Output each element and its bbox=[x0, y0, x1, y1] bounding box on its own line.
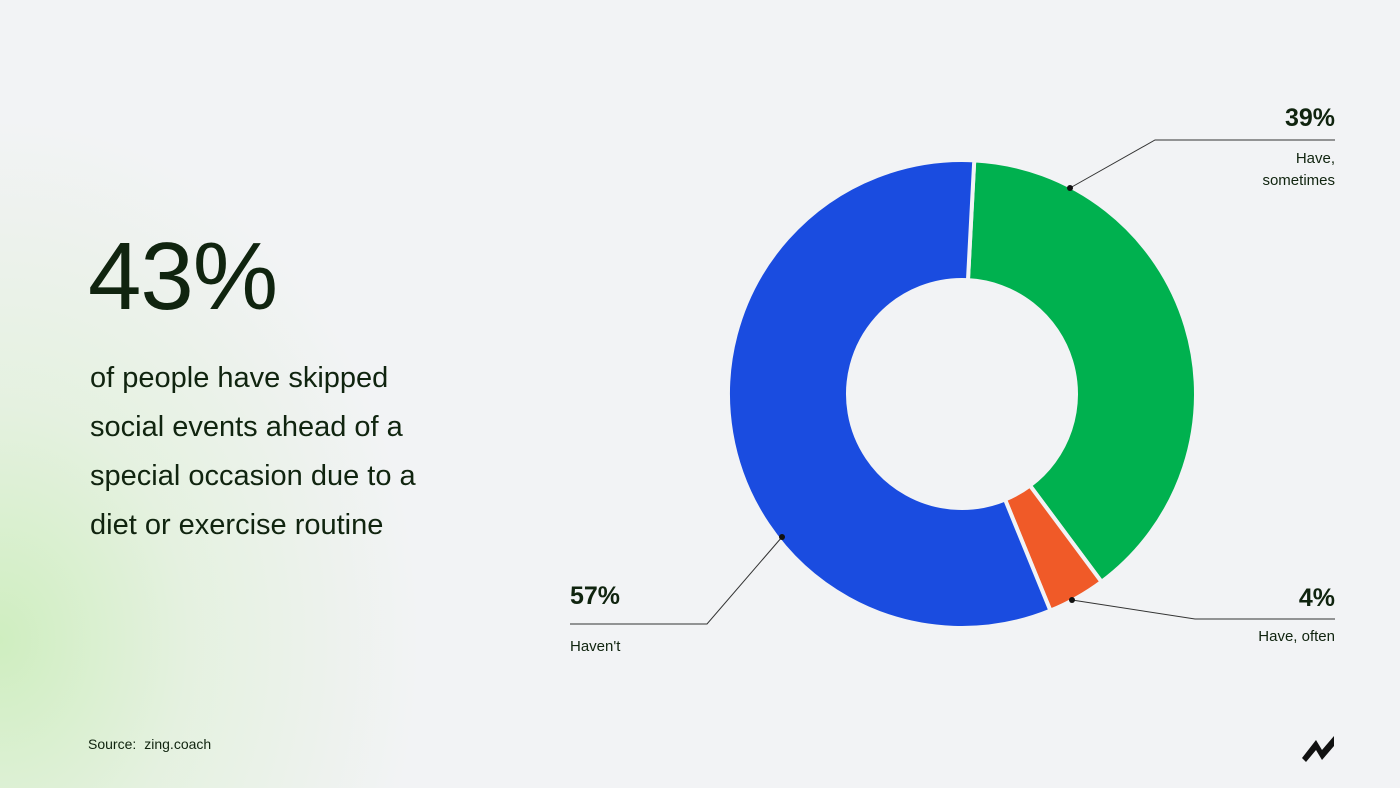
leader-dot bbox=[779, 534, 785, 540]
source-value: zing.coach bbox=[144, 736, 212, 752]
donut-segment bbox=[725, 158, 1054, 630]
source: Source: zing.coach bbox=[88, 736, 211, 752]
leader-line bbox=[570, 536, 783, 625]
category-label: Haven't bbox=[570, 638, 621, 655]
category-label: Have, sometimes bbox=[1262, 150, 1335, 189]
category-label: Have, often bbox=[1258, 628, 1335, 645]
leader-line bbox=[1069, 139, 1335, 189]
headline-text: of people have skipped social events ahe… bbox=[90, 362, 416, 541]
value-label: 57% bbox=[570, 582, 621, 610]
headline-stat: 43% bbox=[88, 223, 278, 330]
value-label: 4% bbox=[1298, 584, 1335, 612]
donut-segment bbox=[965, 158, 1198, 585]
leader-dot bbox=[1067, 185, 1073, 191]
leader-dot bbox=[1069, 597, 1075, 603]
logo bbox=[1302, 736, 1334, 762]
source-label: Source: bbox=[88, 736, 137, 752]
leader-line bbox=[1071, 599, 1335, 620]
value-label: 39% bbox=[1284, 104, 1335, 132]
